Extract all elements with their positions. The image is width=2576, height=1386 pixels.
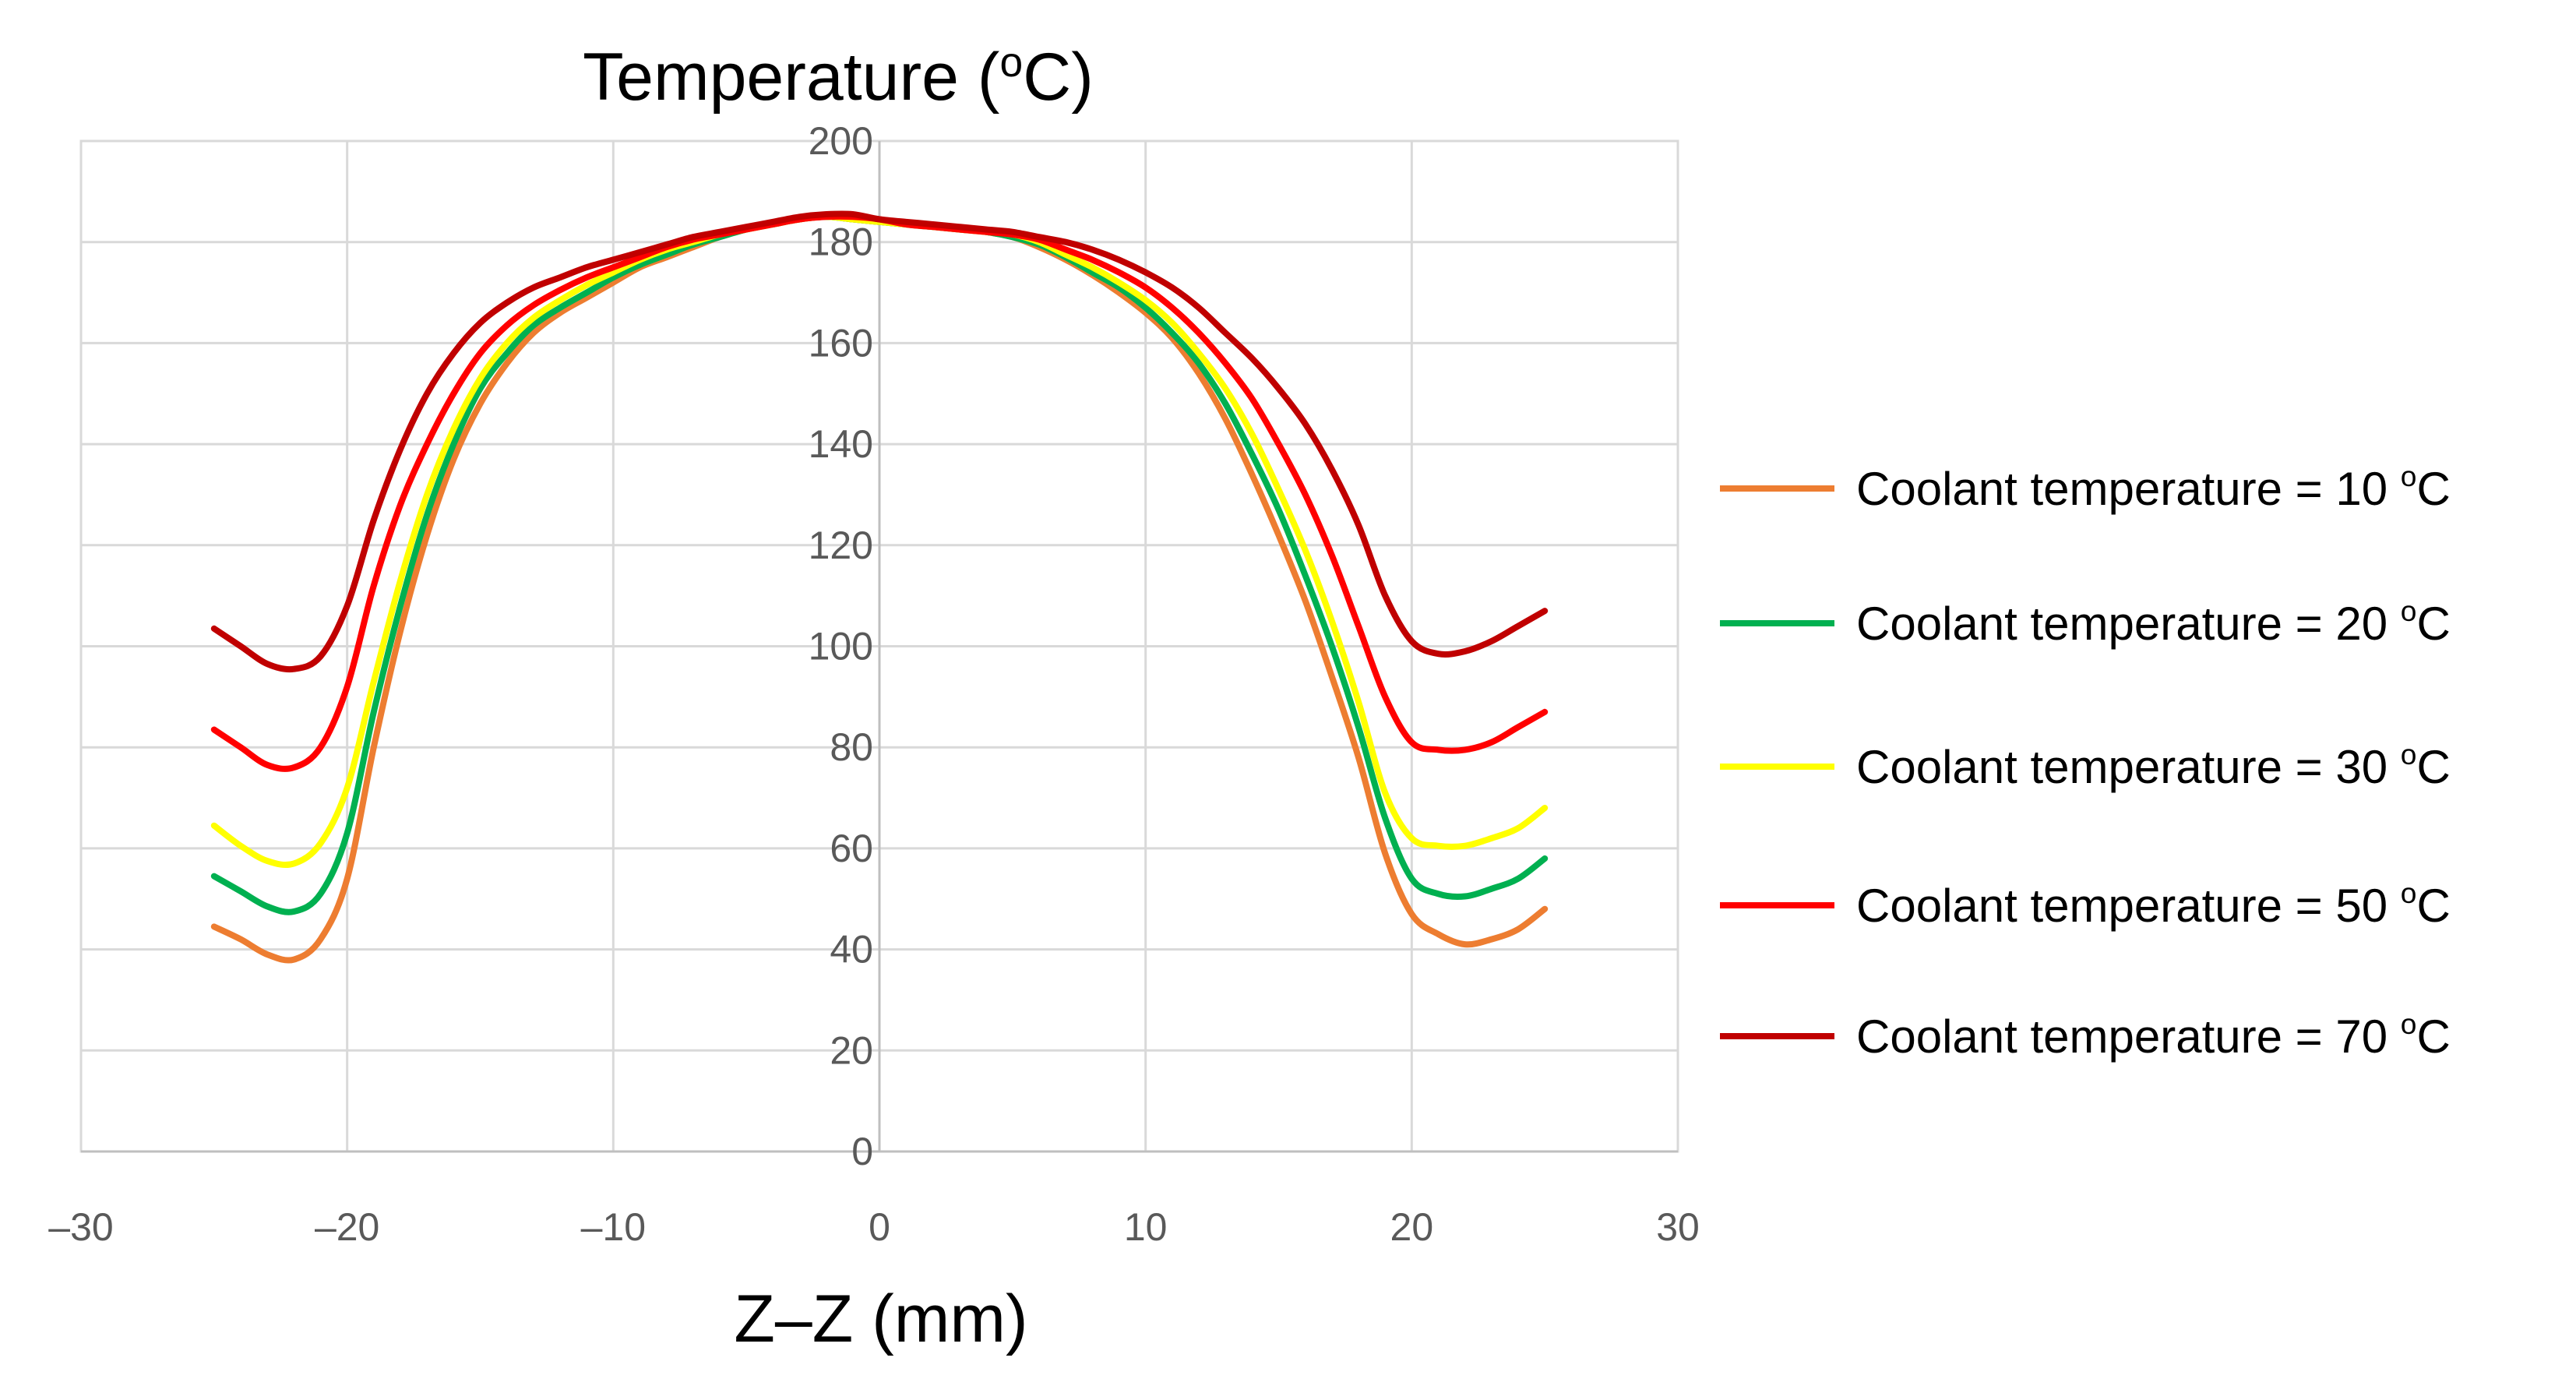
legend-label-coolant-30: Coolant temperature = 30 oC <box>1856 738 2451 793</box>
x-axis-title: Z–Z (mm) <box>734 1282 1027 1356</box>
legend-label-coolant-10: Coolant temperature = 10 oC <box>1856 460 2451 515</box>
x-tick-label: –30 <box>48 1205 113 1249</box>
y-tick-label: 20 <box>830 1028 873 1072</box>
y-tick-label: 40 <box>830 928 873 972</box>
legend: Coolant temperature = 10 oC Coolant tempe… <box>1720 460 2451 1063</box>
legend-label-coolant-20: Coolant temperature = 20 oC <box>1856 594 2451 650</box>
legend-label-coolant-50: Coolant temperature = 50 oC <box>1856 876 2451 932</box>
series-layer <box>210 210 1549 964</box>
x-tick-labels: –30 –20 –10 0 10 20 30 <box>48 1205 1700 1249</box>
x-tick-label: 0 <box>869 1205 890 1249</box>
y-tick-label: 140 <box>809 422 873 466</box>
x-tick-label: 10 <box>1124 1205 1168 1249</box>
x-tick-label: 30 <box>1656 1205 1700 1249</box>
x-tick-label: –20 <box>315 1205 379 1249</box>
y-tick-label: 100 <box>809 625 873 668</box>
x-tick-label: –10 <box>581 1205 646 1249</box>
x-tick-label: 20 <box>1390 1205 1434 1249</box>
y-tick-label: 80 <box>830 725 873 769</box>
y-tick-label: 120 <box>809 524 873 567</box>
y-axis-title: Temperature (oC) <box>583 40 1094 115</box>
y-tick-labels: 0 20 40 60 80 100 120 140 160 180 200 <box>809 119 873 1173</box>
y-tick-label: 180 <box>809 220 873 264</box>
y-tick-label: 160 <box>809 321 873 365</box>
legend-label-coolant-70: Coolant temperature = 70 oC <box>1856 1007 2451 1063</box>
y-tick-label: 60 <box>830 827 873 870</box>
series-line-coolant-70 <box>210 210 1549 673</box>
y-tick-label: 200 <box>809 119 873 163</box>
y-tick-label: 0 <box>851 1130 873 1173</box>
